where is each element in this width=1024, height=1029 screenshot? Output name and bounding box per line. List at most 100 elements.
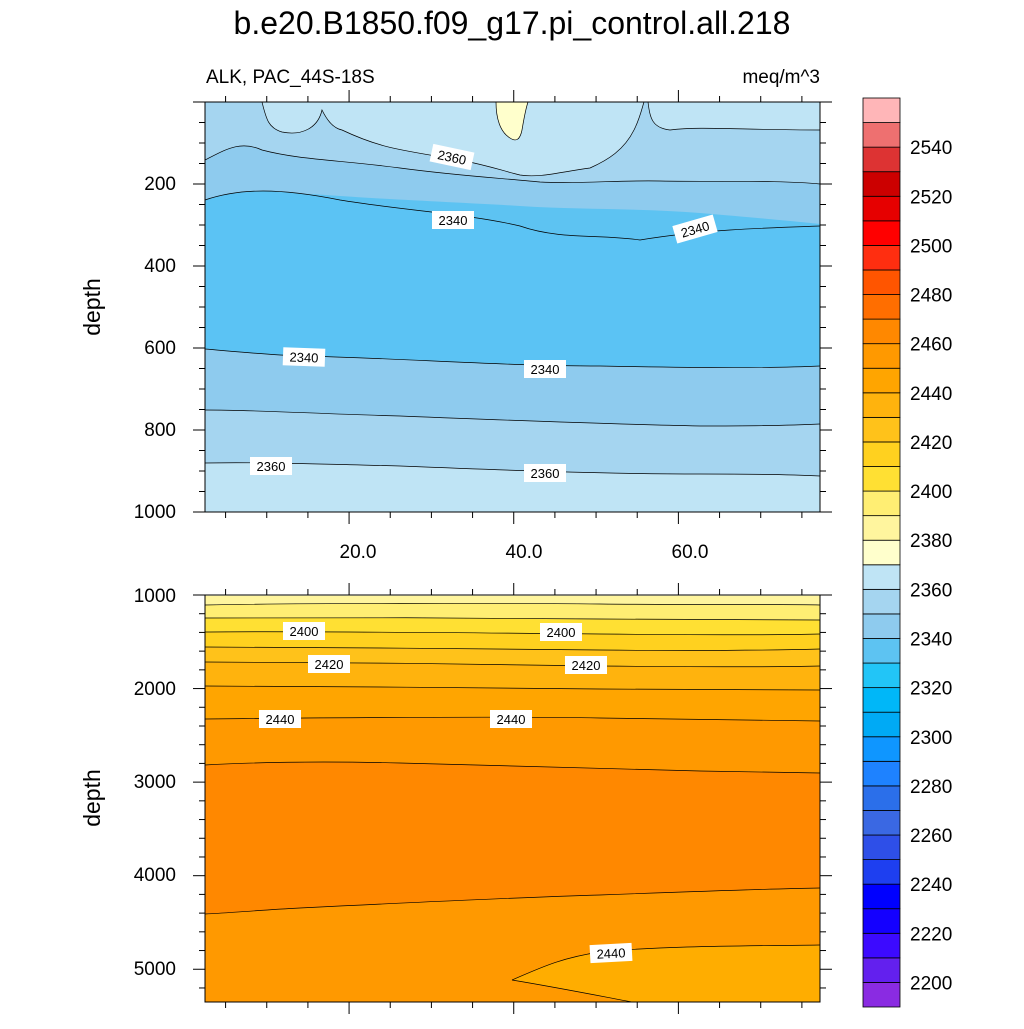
colorbar-swatch	[862, 613, 901, 639]
contour-label-box	[589, 942, 633, 964]
contour-label-box	[432, 211, 474, 229]
upper-contour-line	[204, 409, 821, 427]
colorbar-swatch	[862, 638, 901, 664]
colorbar-swatch	[862, 687, 901, 713]
colorbar-tick-label: 2260	[910, 826, 952, 847]
lower-y-tick-labels: 1000 2000 3000 4000 5000	[134, 586, 176, 980]
upper-y-axis-label: depth	[79, 278, 105, 336]
colorbar-swatch	[862, 416, 901, 443]
contour-label: 2440	[490, 710, 532, 728]
colorbar-swatch	[862, 220, 901, 246]
upper-contour-line	[204, 145, 821, 185]
colorbar-swatch	[862, 146, 901, 173]
colorbar-swatch	[862, 441, 901, 467]
y-tick-label: 1000	[134, 502, 176, 523]
colorbar-tick-label: 2340	[910, 629, 952, 650]
lower-contour-labels: 2400 2400 2420 2420 2440 2440	[259, 622, 633, 964]
colorbar-swatch	[862, 195, 901, 222]
colorbar-swatch	[862, 269, 901, 295]
lower-contour-line	[204, 685, 821, 691]
colorbar-swatch	[862, 736, 901, 762]
upper-fill-2330-core	[205, 191, 820, 368]
contour-label-box	[565, 656, 607, 674]
colorbar-swatch	[862, 294, 901, 320]
colorbar-swatch	[862, 711, 901, 738]
colorbar-swatch	[862, 97, 901, 123]
colorbar-swatch	[862, 367, 901, 394]
colorbar-swatch	[862, 957, 901, 983]
contour-label: 2360	[250, 457, 292, 475]
colorbar-swatch	[862, 515, 901, 541]
upper-contour-labels: 2360 2340 2340 2340 2340 2360	[250, 143, 718, 482]
colorbar-tick-label: 2480	[910, 286, 952, 307]
lower-plot-frame	[204, 594, 821, 1003]
colorbar-swatch	[862, 318, 901, 345]
lower-contour-line	[204, 716, 821, 722]
contour-label-text: 2400	[547, 625, 576, 640]
contour-label-box	[259, 710, 301, 728]
colorbar-swatch	[862, 122, 901, 148]
contour-label-box	[250, 457, 292, 475]
colorbar-swatch	[862, 834, 901, 860]
colorbar-tick-label: 2380	[910, 531, 952, 552]
colorbar-swatch	[862, 588, 901, 615]
y-tick-label: 600	[144, 338, 176, 359]
lower-panel: 2400 2400 2420 2420 2440 2440	[79, 583, 832, 1014]
colorbar-swatch	[862, 810, 901, 836]
y-tick-label: 4000	[134, 865, 176, 886]
upper-x-tick-labels: 20.0 40.0 60.0	[340, 542, 709, 563]
lower-y-axis-label: depth	[79, 769, 105, 827]
upper-y-tick-labels: 200 400 600 800 1000	[134, 174, 176, 523]
contour-label: 2340	[524, 360, 566, 378]
colorbar-swatch	[862, 662, 901, 689]
colorbar-swatch	[862, 908, 901, 934]
contour-label-box	[283, 622, 325, 640]
contour-label: 2440	[589, 942, 633, 964]
upper-axis-ticks	[193, 90, 832, 524]
colorbar-tick-labels: 2200 2220 2240 2260 2280 2300 2320 2340 …	[910, 138, 952, 994]
contour-label-box	[429, 143, 475, 171]
y-tick-label: 400	[144, 256, 176, 277]
colorbar-swatch	[862, 392, 901, 418]
contour-label: 2440	[259, 710, 301, 728]
x-tick-label: 40.0	[506, 542, 543, 563]
colorbar-swatch	[862, 171, 901, 197]
contour-label: 2360	[429, 143, 475, 171]
contour-label-text: 2360	[531, 466, 560, 481]
colorbar-tick-label: 2400	[910, 482, 952, 503]
colorbar-swatch	[862, 785, 901, 811]
contour-label: 2400	[283, 622, 325, 640]
y-tick-label: 3000	[134, 772, 176, 793]
contour-label: 2340	[432, 211, 474, 229]
figure-title: b.e20.B1850.f09_g17.pi_control.all.218	[234, 5, 791, 41]
colorbar-tick-label: 2420	[910, 433, 952, 454]
colorbar-swatch	[862, 859, 901, 885]
lower-fill-2460	[205, 761, 820, 914]
upper-fill-2380-patch	[495, 101, 529, 141]
colorbar-tick-label: 2360	[910, 580, 952, 601]
colorbar-swatch	[862, 564, 901, 590]
contour-label-text: 2400	[290, 624, 319, 639]
contour-label-text: 2340	[439, 213, 468, 228]
colorbar-tick-label: 2320	[910, 679, 952, 700]
contour-label-box	[524, 464, 566, 482]
colorbar-tick-label: 2440	[910, 384, 952, 405]
y-tick-label: 2000	[134, 679, 176, 700]
upper-contour-line	[204, 348, 821, 368]
colorbar-swatch	[862, 490, 901, 517]
y-tick-label: 5000	[134, 959, 176, 980]
lower-contour-line	[204, 646, 821, 651]
y-tick-label: 800	[144, 420, 176, 441]
contour-label-text: 2440	[497, 712, 526, 727]
colorbar: 2200 2220 2240 2260 2280 2300 2320 2340 …	[862, 97, 952, 1008]
colorbar-tick-label: 2240	[910, 875, 952, 896]
lower-contour-line	[204, 602, 821, 606]
contour-label-text: 2440	[266, 712, 295, 727]
colorbar-swatches	[862, 97, 901, 1008]
lower-fill-2440-bottom	[512, 945, 820, 1002]
colorbar-tick-label: 2540	[910, 138, 952, 159]
colorbar-tick-label: 2300	[910, 728, 952, 749]
colorbar-tick-label: 2520	[910, 187, 952, 208]
contour-label-text: 2420	[572, 658, 601, 673]
